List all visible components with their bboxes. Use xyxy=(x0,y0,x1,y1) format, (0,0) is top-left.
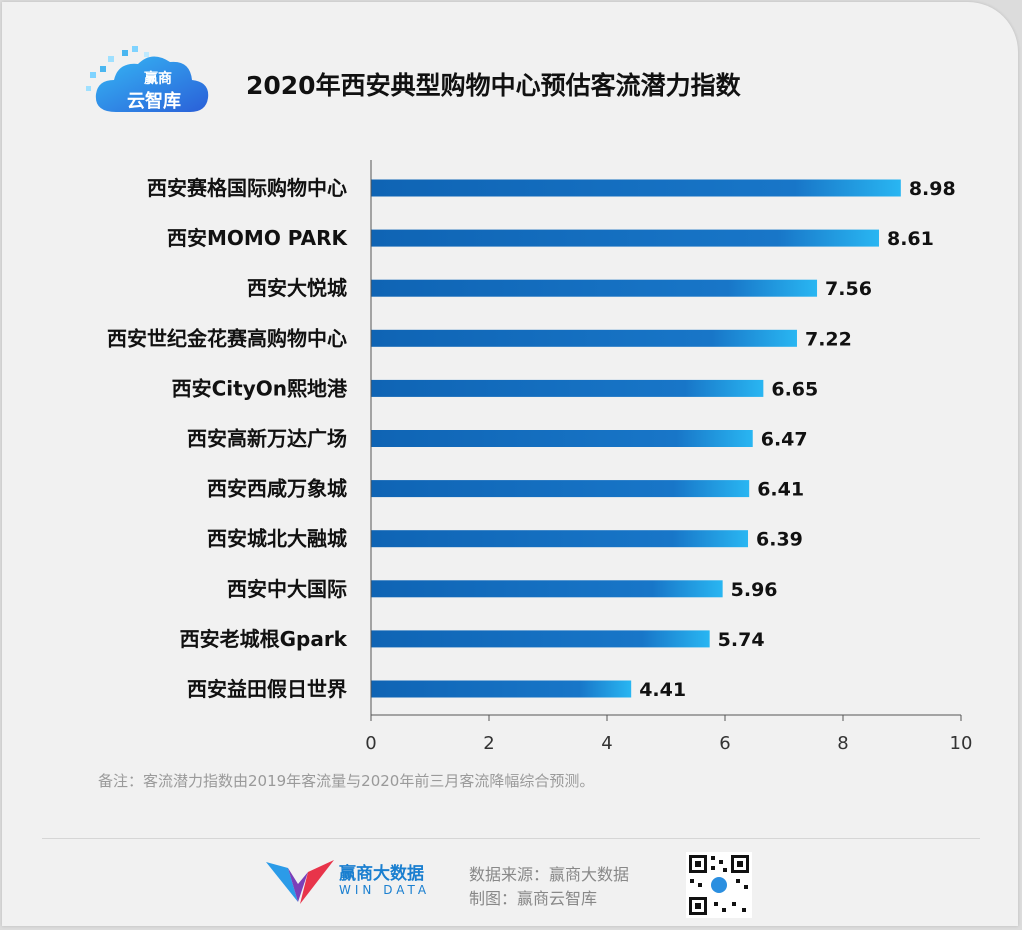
category-label: 西安CityOn熙地港 xyxy=(172,376,348,400)
category-label: 西安中大国际 xyxy=(227,577,347,601)
yunzhiku-logo xyxy=(86,46,209,112)
x-tick-label: 6 xyxy=(719,733,730,754)
category-label: 西安益田假日世界 xyxy=(187,677,347,701)
category-label: 西安世纪金花赛高购物中心 xyxy=(107,326,347,350)
value-label: 6.65 xyxy=(771,378,818,400)
category-label: 西安西咸万象城 xyxy=(207,477,347,501)
value-label: 7.56 xyxy=(825,278,872,300)
category-label: 西安高新万达广场 xyxy=(187,427,347,451)
value-label: 8.61 xyxy=(887,228,934,250)
value-label: 7.22 xyxy=(805,328,852,350)
bar xyxy=(371,379,764,397)
value-label: 8.98 xyxy=(909,178,956,200)
chart-note: 备注：客流潜力指数由2019年客流量与2020年前三月客流降幅综合预测。 xyxy=(98,772,595,790)
category-label: 西安大悦城 xyxy=(247,276,347,300)
bar xyxy=(371,430,753,447)
bar xyxy=(371,580,723,598)
data-source: 数据来源：赢商大数据 xyxy=(469,865,630,884)
bar xyxy=(371,329,797,347)
value-label: 6.41 xyxy=(757,479,804,501)
category-label: 西安城北大融城 xyxy=(207,527,347,551)
bar xyxy=(371,630,710,648)
bar xyxy=(371,480,750,498)
windata-brand-en: WIN DATA xyxy=(339,883,431,897)
value-label: 5.74 xyxy=(718,629,765,651)
category-label: 西安赛格国际购物中心 xyxy=(147,176,347,200)
chart-maker: 制图：赢商云智库 xyxy=(469,889,598,908)
value-label: 6.47 xyxy=(761,429,808,451)
windata-logo-icon xyxy=(266,860,334,904)
logo-text-line2: 云智库 xyxy=(127,91,181,112)
logo-text-line1: 赢商 xyxy=(144,71,172,87)
qr-code-icon xyxy=(686,852,752,918)
bar xyxy=(371,279,818,297)
x-tick-label: 2 xyxy=(483,733,494,754)
footer-divider xyxy=(42,838,980,839)
bar xyxy=(371,179,901,197)
bar xyxy=(371,530,749,548)
x-tick-label: 0 xyxy=(365,733,376,754)
windata-brand-cn: 赢商大数据 xyxy=(339,864,424,884)
value-label: 4.41 xyxy=(639,679,686,701)
x-tick-label: 4 xyxy=(601,733,612,754)
bar xyxy=(371,680,632,698)
value-label: 5.96 xyxy=(731,579,778,601)
value-label: 6.39 xyxy=(756,529,803,551)
x-tick-label: 10 xyxy=(950,733,973,754)
category-label: 西安老城根Gpark xyxy=(180,627,348,651)
category-label: 西安MOMO PARK xyxy=(167,226,348,250)
x-tick-label: 8 xyxy=(837,733,848,754)
bar xyxy=(371,229,879,247)
chart-title: 2020年西安典型购物中心预估客流潜力指数 xyxy=(246,71,741,100)
